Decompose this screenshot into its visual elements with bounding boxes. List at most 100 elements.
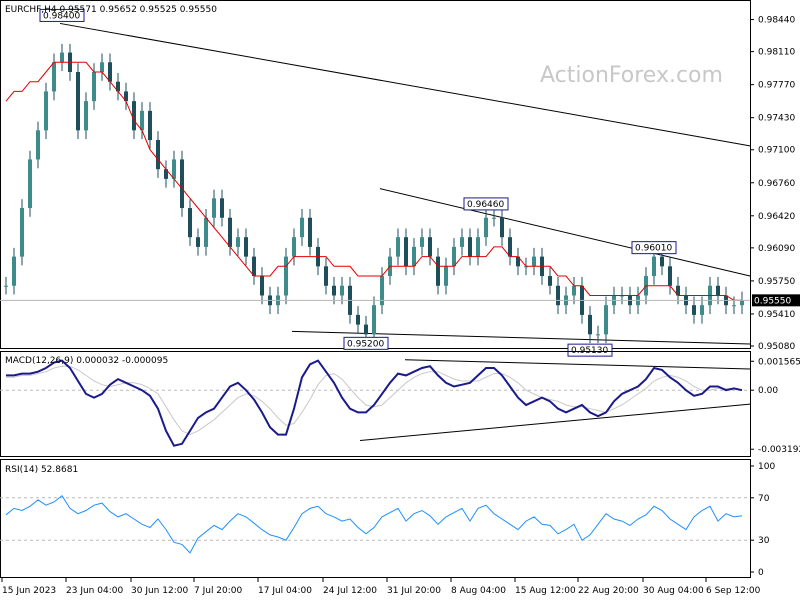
time-tick-label: 31 Jul 20:00 [387, 586, 441, 596]
time-tick-label: 6 Sep 12:00 [706, 586, 761, 596]
price-tick-label: 0.95080 [758, 342, 795, 352]
candle-body [260, 276, 264, 296]
macd-panel-frame [0, 351, 751, 457]
lower-channel-trendline [291, 330, 751, 345]
candle-body [652, 256, 656, 277]
rsi-panel: 100 70 30 0 RSI(14) 52.8681 [0, 459, 775, 578]
candle-body [604, 305, 608, 335]
price-tick-label: 0.97100 [758, 146, 795, 156]
candle-body [500, 217, 504, 238]
time-tick-label: 24 Jul 12:00 [323, 586, 377, 596]
moving-average-line [5, 61, 742, 301]
candle-body [396, 237, 400, 257]
candle-body [420, 237, 424, 247]
time-tick-label: 17 Jul 04:00 [258, 586, 312, 596]
candle-body [308, 217, 312, 247]
time-axis: 15 Jun 2023 23 Jun 04:00 30 Jun 12:00 7 Jul… [1, 578, 761, 596]
candle-body [404, 237, 408, 267]
time-tick-label: 8 Aug 04:00 [451, 586, 506, 596]
price-annotation-box [631, 241, 677, 255]
candle-body [140, 110, 144, 131]
candle-body [236, 237, 240, 247]
price-tick-label: 0.95410 [758, 310, 795, 320]
candle-body [428, 237, 432, 257]
candle-body [572, 285, 576, 296]
rsi-tick-label: 70 [758, 494, 770, 504]
candle-body [508, 237, 512, 257]
candle-body [700, 305, 704, 315]
rsi-levels [0, 497, 750, 541]
candle-body [188, 208, 192, 238]
price-tick-label: 0.96090 [758, 244, 795, 254]
candle-body [292, 237, 296, 257]
price-annotation-label: 0.95200 [347, 339, 384, 349]
price-panel: ActionForex.com 0.984400.981100.977700.9… [0, 0, 800, 357]
candle-body [156, 140, 160, 170]
macd-tick-label: -0.003192 [758, 445, 800, 455]
time-tick-label: 23 Jun 04:00 [66, 586, 123, 596]
macd-tick-label: 0.001565 [758, 357, 800, 367]
candle-body [412, 246, 416, 267]
candle-body [124, 91, 128, 102]
rsi-tick-label: 30 [758, 536, 770, 546]
candle-body [364, 324, 368, 335]
candle-body [492, 217, 496, 219]
macd-panel: 0.001565 0.00 -0.003192 MACD(12,26,9) 0.00… [0, 351, 800, 457]
candle-body [436, 256, 440, 286]
candle-body [356, 314, 360, 325]
price-tick-label: 0.98440 [758, 16, 795, 26]
macd-title: MACD(12,26,9) 0.000032 -0.000095 [5, 356, 168, 366]
candle-body [92, 72, 96, 102]
candle-body [220, 198, 224, 218]
candle-body [4, 285, 8, 287]
candle-body [212, 198, 216, 218]
candle-body [132, 101, 136, 131]
rsi-panel-frame [0, 459, 751, 578]
candle-body [324, 266, 328, 286]
candle-body [716, 285, 720, 296]
rsi-line [5, 494, 743, 554]
candle-body [84, 101, 88, 131]
macd-signal-line [6, 365, 743, 436]
candle-body [332, 285, 336, 296]
candle-body [476, 237, 480, 257]
time-tick-label: 30 Jun 12:00 [131, 586, 188, 596]
candle-body [588, 314, 592, 335]
candle-body [380, 276, 384, 306]
price-tick-label: 0.96760 [758, 179, 795, 189]
candle-body [740, 300, 744, 306]
candle-body [692, 305, 696, 315]
upper-channel-trendline [379, 188, 751, 277]
rsi-axis: 100 70 30 0 [750, 462, 775, 578]
rsi-title: RSI(14) 52.8681 [5, 465, 78, 475]
macd-axis: 0.001565 0.00 -0.003192 [750, 357, 800, 455]
time-tick-label: 15 Jun 2023 [2, 586, 56, 596]
current-price-box [752, 294, 800, 307]
candle-body [284, 256, 288, 296]
candle-body [196, 237, 200, 247]
candle-body [660, 256, 664, 267]
candle-body [468, 237, 472, 257]
candle-body [532, 256, 536, 267]
candle-body [44, 91, 48, 131]
price-annotation-box [39, 8, 85, 22]
candle-body [732, 305, 736, 307]
price-annotation-box [463, 197, 509, 211]
price-candles [4, 43, 744, 344]
candle-body [180, 159, 184, 209]
candle-body [340, 285, 344, 296]
time-tick-label: 15 Aug 12:00 [515, 586, 576, 596]
candle-body [100, 62, 104, 73]
candle-body [516, 256, 520, 267]
rsi-tick-label: 0 [758, 568, 764, 578]
candle-body [76, 72, 80, 131]
candle-body [148, 110, 152, 141]
candle-body [668, 266, 672, 286]
price-chart-title: EURCHF,H4 0.95571 0.95652 0.95525 0.9555… [5, 5, 217, 15]
candle-body [12, 256, 16, 286]
time-tick-label: 7 Jul 20:00 [194, 586, 243, 596]
candle-body [52, 62, 56, 92]
price-axis: 0.98440 0.98110 0.97770 0.97430 0.97100 0.967… [750, 16, 795, 352]
price-tick-label: 0.98110 [758, 48, 795, 58]
price-annotation-label: 0.98400 [43, 11, 80, 21]
